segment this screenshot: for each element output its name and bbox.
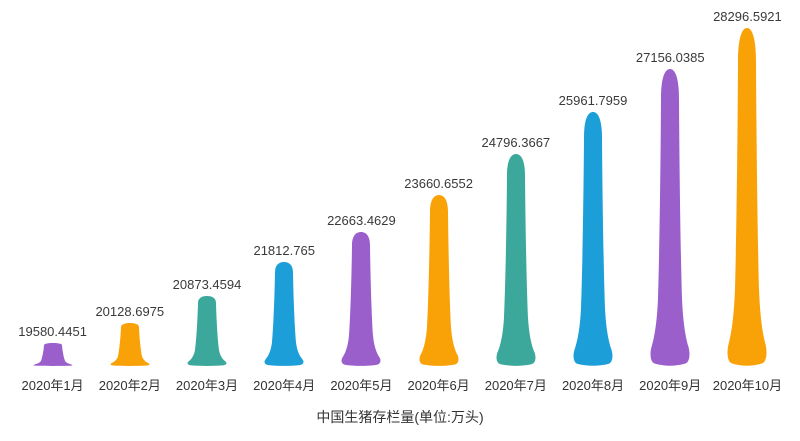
x-axis-label: 2020年7月 <box>484 378 547 393</box>
bar-slot-oct: 28296.5921 2020年10月 <box>709 0 786 441</box>
bar-slot-may: 22663.4629 2020年5月 <box>323 0 400 441</box>
bar-value-label: 22663.4629 <box>327 213 396 228</box>
bar-value-label: 23660.6552 <box>404 176 473 191</box>
x-axis-label: 2020年9月 <box>639 378 702 393</box>
x-axis-label: 2020年4月 <box>253 378 316 393</box>
teardrop-bar[interactable] <box>417 195 461 366</box>
bar-value-label: 19580.4451 <box>18 324 87 339</box>
teardrop-bar[interactable] <box>262 262 306 366</box>
bar-slot-sep: 27156.0385 2020年9月 <box>632 0 709 441</box>
bar-slot-jan: 19580.4451 2020年1月 <box>14 0 91 441</box>
teardrop-bar[interactable] <box>339 232 383 366</box>
bar-slot-jul: 24796.3667 2020年7月 <box>477 0 554 441</box>
plot-area: 19580.4451 2020年1月 20128.6975 2020年2月 20… <box>14 0 786 441</box>
x-axis-label: 2020年3月 <box>175 378 239 393</box>
bar-value-label: 20873.4594 <box>172 277 242 292</box>
bar-slot-mar: 20873.4594 2020年3月 <box>168 0 245 441</box>
chart-title: 中国生猪存栏量(单位:万头) <box>316 409 484 425</box>
teardrop-bar[interactable] <box>725 28 769 366</box>
bar-value-label: 25961.7959 <box>558 93 628 108</box>
teardrop-bar[interactable] <box>31 343 75 366</box>
x-axis-label: 2020年10月 <box>712 378 783 393</box>
teardrop-bar[interactable] <box>494 154 538 366</box>
bar-slot-apr: 21812.765 2020年4月 <box>246 0 323 441</box>
x-axis-label: 2020年6月 <box>407 378 470 393</box>
teardrop-bar[interactable] <box>185 296 229 366</box>
teardrop-bar[interactable] <box>571 112 615 366</box>
bar-value-label: 20128.6975 <box>95 304 165 319</box>
bar-slot-jun: 23660.6552 2020年6月 <box>400 0 477 441</box>
bar-value-label: 27156.0385 <box>635 50 705 65</box>
teardrop-bar[interactable] <box>108 323 152 366</box>
x-axis-label: 2020年2月 <box>98 378 161 393</box>
bar-value-label: 28296.5921 <box>713 9 782 24</box>
bar-value-label: 21812.765 <box>253 243 315 258</box>
bar-slot-aug: 25961.7959 2020年8月 <box>554 0 631 441</box>
x-axis-label: 2020年1月 <box>21 378 84 393</box>
x-axis-label: 2020年8月 <box>561 378 625 393</box>
bar-slot-feb: 20128.6975 2020年2月 <box>91 0 168 441</box>
bar-value-label: 24796.3667 <box>481 135 551 150</box>
teardrop-bar[interactable] <box>648 69 692 366</box>
x-axis-label: 2020年5月 <box>330 378 393 393</box>
